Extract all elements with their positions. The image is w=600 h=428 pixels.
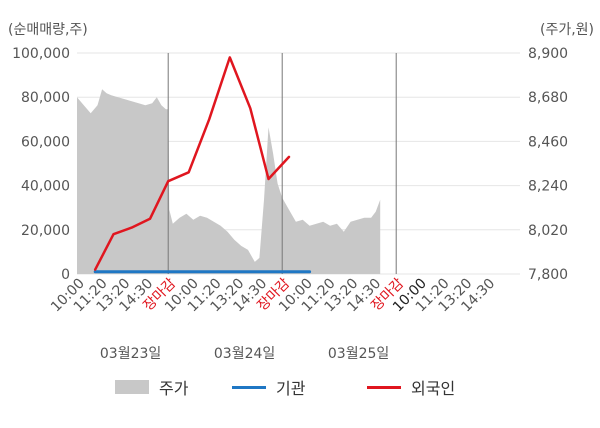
right-tick-label: 8,900 bbox=[528, 46, 568, 62]
legend-item-foreign: 외국인 bbox=[367, 372, 455, 402]
right-tick-label: 8,460 bbox=[528, 134, 568, 150]
legend-label-foreign: 외국인 bbox=[411, 379, 456, 398]
left-tick-label: 60,000 bbox=[21, 134, 70, 150]
right-tick-label: 8,240 bbox=[528, 179, 568, 195]
date-labels: 03월23일 03월24일 03월25일 bbox=[100, 346, 389, 362]
right-tick-label: 8,020 bbox=[528, 223, 568, 239]
date-label: 03월24일 bbox=[214, 346, 275, 362]
price-area bbox=[77, 89, 381, 274]
left-axis-ticks: 100,000 80,000 60,000 40,000 20,000 0 bbox=[12, 46, 70, 283]
legend-label-price: 주가 bbox=[159, 379, 189, 398]
legend: 주가 기관 외국인 bbox=[0, 372, 600, 402]
left-axis-unit: (순매매량,주) bbox=[8, 22, 88, 38]
legend-swatch-price bbox=[115, 380, 149, 394]
legend-swatch-institution bbox=[232, 385, 266, 389]
flow-line-layer bbox=[93, 56, 312, 274]
price-area-layer bbox=[77, 89, 381, 274]
chart-svg: (순매매량,주) (주가,원) 100,000 80,000 60,000 40,00… bbox=[8, 22, 594, 362]
right-tick-label: 8,680 bbox=[528, 90, 568, 106]
left-tick-label: 100,000 bbox=[12, 46, 70, 62]
x-axis-ticks: 10:0011:2013:2014:30장마감10:0011:2013:2014… bbox=[48, 275, 498, 315]
legend-item-price: 주가 bbox=[115, 372, 188, 402]
left-tick-label: 40,000 bbox=[21, 179, 70, 195]
left-tick-label: 80,000 bbox=[21, 90, 70, 106]
legend-label-institution: 기관 bbox=[276, 379, 306, 398]
left-tick-label: 0 bbox=[61, 267, 70, 283]
right-axis-ticks: 8,900 8,680 8,460 8,240 8,020 7,800 bbox=[528, 46, 568, 283]
foreign-line bbox=[93, 56, 291, 271]
right-tick-label: 7,800 bbox=[528, 267, 568, 283]
left-tick-label: 20,000 bbox=[21, 223, 70, 239]
right-axis-unit: (주가,원) bbox=[540, 22, 594, 38]
legend-swatch-foreign bbox=[367, 385, 401, 389]
date-label: 03월23일 bbox=[100, 346, 161, 362]
legend-item-institution: 기관 bbox=[232, 372, 305, 402]
date-label: 03월25일 bbox=[328, 346, 389, 362]
